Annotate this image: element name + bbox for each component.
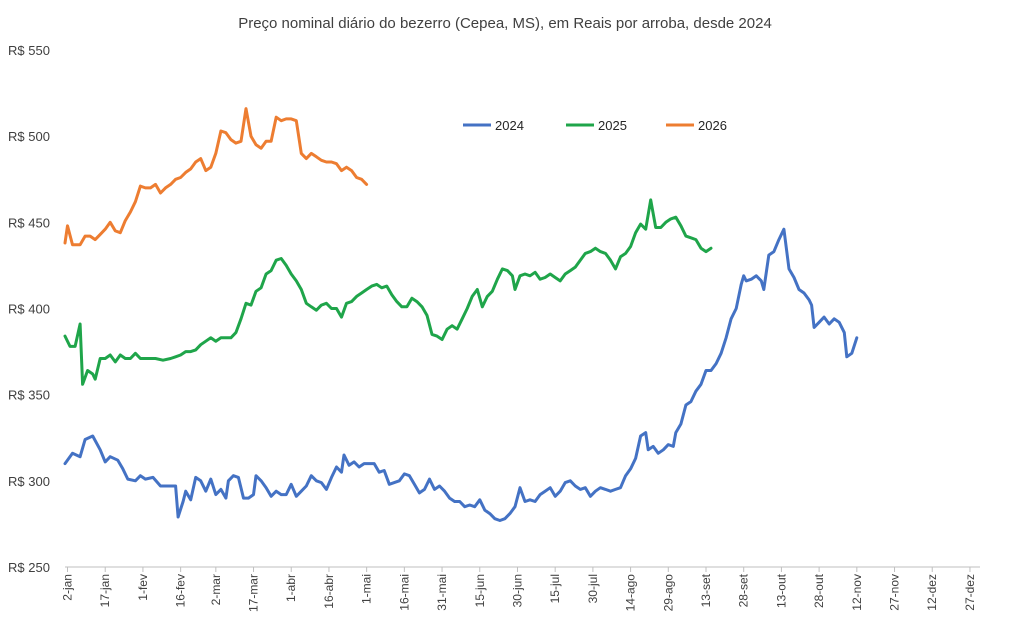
x-tick-label: 28-set bbox=[737, 573, 751, 607]
x-tick-label: 27-dez bbox=[963, 574, 977, 611]
x-tick-label: 13-out bbox=[774, 573, 788, 608]
y-tick-label: R$ 300 bbox=[8, 474, 50, 489]
x-tick-label: 1-abr bbox=[284, 574, 298, 602]
x-tick-label: 1-fev bbox=[136, 574, 150, 601]
y-tick-label: R$ 450 bbox=[8, 215, 50, 230]
x-tick-label: 2-jan bbox=[61, 574, 75, 601]
x-tick-label: 16-abr bbox=[322, 574, 336, 609]
x-tick-label: 29-ago bbox=[661, 574, 675, 612]
x-tick-label: 15-jun bbox=[473, 574, 487, 607]
plot-area: R$ 550 R$ 500 R$ 450 R$ 400 R$ 350 R$ 300 R$ 2… bbox=[8, 43, 980, 612]
x-tick-label: 1-mai bbox=[360, 574, 374, 604]
chart-title: Preço nominal diário do bezerro (Cepea, … bbox=[238, 15, 772, 32]
x-tick-label: 30-jun bbox=[510, 574, 524, 607]
x-tick-label: 28-out bbox=[812, 573, 826, 608]
x-tick-label: 27-nov bbox=[888, 574, 902, 611]
x-tick-label: 12-nov bbox=[850, 574, 864, 611]
x-tick-label: 12-dez bbox=[925, 574, 939, 611]
series-line-2026 bbox=[63, 107, 369, 247]
y-tick-label: R$ 250 bbox=[8, 560, 50, 575]
x-tick-label: 30-jul bbox=[586, 574, 600, 603]
series-line-2024 bbox=[63, 227, 859, 522]
x-tick-label: 17-mar bbox=[247, 574, 261, 612]
x-tick-label: 2-mar bbox=[209, 574, 223, 605]
legend: 2024 2025 2026 bbox=[463, 118, 727, 133]
legend-label-2026: 2026 bbox=[698, 118, 727, 133]
legend-label-2024: 2024 bbox=[495, 118, 524, 133]
y-tick-label: R$ 400 bbox=[8, 302, 50, 317]
x-tick-label: 17-jan bbox=[98, 574, 112, 607]
x-tick-label: 31-mai bbox=[435, 574, 449, 611]
series-line-2025 bbox=[63, 198, 713, 386]
y-tick-label: R$ 550 bbox=[8, 43, 50, 58]
legend-label-2025: 2025 bbox=[598, 118, 627, 133]
x-tick-label: 16-mai bbox=[397, 574, 411, 611]
x-tick-label: 15-jul bbox=[548, 574, 562, 603]
x-tick-label: 13-set bbox=[699, 573, 713, 607]
y-tick-label: R$ 500 bbox=[8, 129, 50, 144]
x-tick-label: 16-fev bbox=[174, 574, 188, 607]
x-tick-label: 14-ago bbox=[624, 574, 638, 612]
y-tick-label: R$ 350 bbox=[8, 388, 50, 403]
